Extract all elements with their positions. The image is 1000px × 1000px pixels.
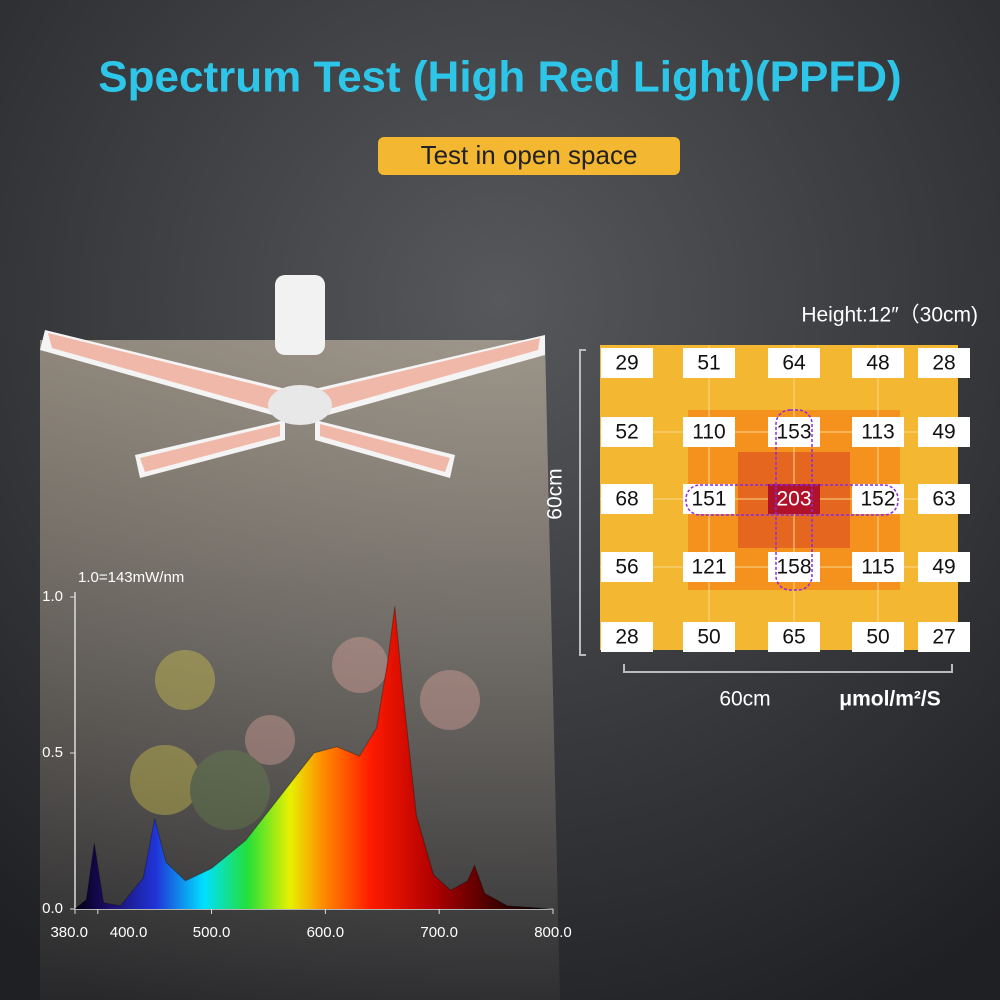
ppfd-value: 28 (932, 352, 955, 375)
ppfd-cell (918, 417, 970, 447)
side-label: 60cm (544, 468, 567, 519)
ppfd-cell (852, 417, 904, 447)
ppfd-value: 50 (697, 626, 720, 649)
ppfd-value: 64 (782, 352, 806, 375)
ppfd-value: 203 (776, 488, 811, 511)
dimension-lines (579, 349, 953, 673)
ppfd-value: 151 (691, 488, 726, 511)
annotation: 1.0=143mW/nm (78, 569, 184, 586)
spectrum-area (75, 606, 553, 909)
ppfd-value: 152 (860, 488, 895, 511)
ppfd-value: 27 (932, 626, 955, 649)
ppfd-value: 110 (692, 421, 725, 444)
ppfd-cell (918, 622, 970, 652)
ppfd-cell (768, 348, 820, 378)
ppfd-value: 49 (932, 556, 955, 579)
ppfd-cell (601, 484, 653, 514)
ppfd-cell (601, 417, 653, 447)
y-tick-label: 0.5 (42, 744, 63, 761)
ppfd-cell (683, 417, 735, 447)
ppfd-value: 65 (782, 626, 805, 649)
badge-bg (378, 137, 680, 175)
x-tick-label: 380.0 (50, 924, 88, 941)
ppfd-cell (683, 622, 735, 652)
ppfd-value: 29 (615, 352, 638, 375)
ppfd-value: 49 (932, 421, 955, 444)
ppfd-value: 63 (932, 488, 955, 511)
ppfd-value: 153 (776, 421, 811, 444)
title: Spectrum Test (High Red Light)(PPFD) (98, 53, 901, 102)
ppfd-cell (683, 348, 735, 378)
ppfd-cell (852, 622, 904, 652)
ppfd-value: 56 (615, 556, 638, 579)
ppfd-cell (852, 348, 904, 378)
ppfd-value: 50 (866, 626, 889, 649)
ppfd-cell (683, 552, 735, 582)
ppfd-cells: 29 51 64 48 28 52 110 153 113 49 68 151 203 152 63 56 12… (601, 348, 970, 652)
light-beam (40, 340, 560, 1000)
ppfd-value: 113 (861, 421, 894, 444)
bottom-label: 60cm (719, 688, 770, 711)
badge: Test in open space (421, 140, 638, 170)
ppfd-cell (601, 622, 653, 652)
ppfd-value: 68 (615, 488, 638, 511)
ppfd-value: 115 (861, 556, 894, 579)
ppfd-value: 121 (691, 556, 726, 579)
lamp (40, 275, 545, 478)
ppfd-cell (601, 552, 653, 582)
ppfd-cell (918, 484, 970, 514)
ppfd-value: 52 (615, 421, 638, 444)
x-tick-label: 800.0 (534, 924, 572, 941)
ppfd-value: 158 (776, 556, 811, 579)
flowers (130, 637, 480, 830)
ppfd-value: 28 (615, 626, 638, 649)
ppfd-cell (918, 552, 970, 582)
x-tick-label: 500.0 (193, 924, 231, 941)
ppfd-value: 48 (866, 352, 889, 375)
x-tick-label: 400.0 (110, 924, 148, 941)
ppfd-cell (918, 348, 970, 378)
y-tick-label: 1.0 (42, 588, 63, 605)
ppfd-cell (601, 348, 653, 378)
ppfd-cell (683, 484, 735, 514)
unit-label: μmol/m²/S (839, 688, 941, 711)
ppfd-value: 51 (697, 352, 720, 375)
ppfd-cell (768, 622, 820, 652)
height-label: Height:12″（30cm) (801, 304, 978, 327)
highlight-outlines (685, 409, 899, 591)
ppfd-cell (852, 552, 904, 582)
spectrum-chart: 1.0=143mW/nm 0.0 0.5 1.0 380.0 400.0 500.0 600.… (42, 569, 572, 941)
y-tick-label: 0.0 (42, 900, 63, 917)
x-tick-label: 700.0 (420, 924, 458, 941)
x-tick-label: 600.0 (307, 924, 345, 941)
spectrum-line (74, 606, 554, 910)
